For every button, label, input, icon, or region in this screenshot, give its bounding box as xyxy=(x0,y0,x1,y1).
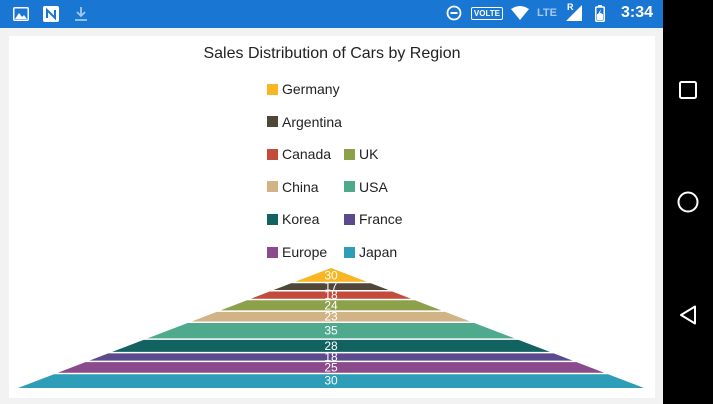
legend-swatch xyxy=(267,246,278,258)
volte-badge: VOLTE xyxy=(470,6,503,20)
pyramid-segment-usa[interactable] xyxy=(147,322,515,339)
legend-item-japan[interactable]: Japan xyxy=(344,244,397,260)
legend-label: Germany xyxy=(282,81,340,97)
app-notification-icon xyxy=(42,5,60,23)
status-bar: VOLTE LTE R 3:34 xyxy=(0,0,663,28)
legend-swatch xyxy=(344,213,355,225)
download-icon xyxy=(72,5,90,23)
legend-label: Argentina xyxy=(282,113,342,130)
data-label: 28 xyxy=(324,339,338,353)
legend-item-france[interactable]: France xyxy=(344,211,403,227)
legend-label: Japan xyxy=(359,244,398,260)
legend-swatch xyxy=(344,148,355,160)
legend-swatch xyxy=(267,213,278,225)
data-label: 18 xyxy=(324,350,338,364)
pyramid-segment-germany[interactable] xyxy=(295,268,367,282)
roaming-label: R xyxy=(566,2,574,12)
lte-label: LTE xyxy=(537,7,557,19)
chart-container: Sales Distribution of Cars by Region Ger… xyxy=(9,36,655,398)
legend-item-usa[interactable]: USA xyxy=(344,179,388,195)
pyramid-segment-uk[interactable] xyxy=(220,300,442,311)
navigation-bar xyxy=(663,0,713,404)
legend-item-korea[interactable]: Korea xyxy=(267,211,319,227)
legend-label: China xyxy=(282,178,319,195)
legend-swatch xyxy=(267,181,278,193)
pyramid-segment-china[interactable] xyxy=(191,311,471,322)
wifi-icon xyxy=(511,4,529,22)
data-label: 35 xyxy=(324,324,338,338)
back-triangle-icon xyxy=(680,305,696,325)
legend-label: France xyxy=(359,211,403,228)
home-button[interactable] xyxy=(676,190,700,214)
legend-label: Europe xyxy=(282,244,328,260)
pyramid-segment-europe[interactable] xyxy=(57,362,605,373)
data-label: 25 xyxy=(324,360,338,374)
data-label: 30 xyxy=(324,268,338,282)
data-label: 23 xyxy=(324,310,338,324)
circle-icon xyxy=(677,191,699,213)
legend-item-canada[interactable]: Canada xyxy=(267,146,331,162)
legend-label: UK xyxy=(359,146,379,163)
legend-item-germany[interactable]: Germany xyxy=(267,81,340,97)
legend-item-uk[interactable]: UK xyxy=(344,146,378,162)
pyramid-segment-argentina[interactable] xyxy=(273,283,389,290)
legend-item-argentina[interactable]: Argentina xyxy=(267,114,342,130)
data-saver-icon xyxy=(445,4,463,22)
legend-item-china[interactable]: China xyxy=(267,179,319,195)
legend-label: Canada xyxy=(282,146,332,163)
battery-charging-icon xyxy=(591,4,609,22)
data-label: 30 xyxy=(324,374,338,388)
legend-item-europe[interactable]: Europe xyxy=(267,244,327,260)
gallery-notification-icon xyxy=(12,5,30,23)
cell-signal-icon: R xyxy=(565,2,583,22)
legend-swatch xyxy=(267,83,278,95)
legend-swatch xyxy=(267,116,278,128)
data-label: 24 xyxy=(324,298,338,312)
data-label: 17 xyxy=(324,280,338,294)
legend-swatch xyxy=(344,246,355,258)
data-label: 18 xyxy=(324,288,338,302)
pyramid-segment-japan[interactable] xyxy=(18,374,644,388)
square-icon xyxy=(679,81,697,99)
legend-swatch xyxy=(267,148,278,160)
pyramid-segment-france[interactable] xyxy=(89,353,573,361)
status-clock: 3:34 xyxy=(620,4,653,21)
legend-label: Korea xyxy=(282,211,320,228)
back-button[interactable] xyxy=(676,303,700,327)
recent-apps-button[interactable] xyxy=(676,78,700,102)
pyramid-segment-korea[interactable] xyxy=(112,339,550,352)
pyramid-segment-canada[interactable] xyxy=(250,291,412,299)
legend-label: USA xyxy=(359,178,388,195)
legend-swatch xyxy=(344,181,355,193)
chart-title: Sales Distribution of Cars by Region xyxy=(203,45,461,62)
